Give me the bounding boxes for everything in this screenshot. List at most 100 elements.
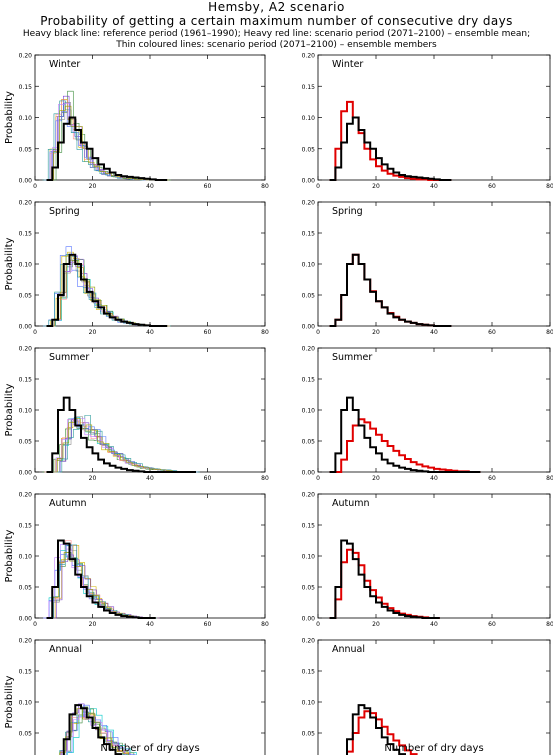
x-tick-label-summer-left: 40 — [146, 475, 154, 482]
season-label-winter-left: Winter — [49, 59, 80, 70]
y-tick-label-spring-left: 0.00 — [19, 324, 33, 331]
reference-line-autumn-right — [329, 539, 440, 619]
scenario-mean-line-annual-right — [346, 710, 418, 755]
season-label-winter-right: Winter — [332, 59, 363, 70]
y-tick-label-winter-right: 0.20 — [302, 53, 316, 60]
y-tick-label-spring-left: 0.15 — [19, 231, 33, 238]
y-tick-label-annual-left: 0.10 — [19, 700, 33, 707]
season-label-spring-left: Spring — [49, 206, 80, 217]
x-axis-label-left: Number of dry days — [100, 743, 199, 754]
y-tick-label-spring-right: 0.05 — [302, 293, 316, 300]
x-tick-label-spring-left: 60 — [204, 329, 212, 336]
y-tick-label-annual-right: 0.10 — [302, 700, 316, 707]
y-tick-label-summer-right: 0.20 — [302, 346, 316, 353]
x-tick-label-summer-right: 80 — [546, 475, 553, 482]
x-tick-label-spring-left: 80 — [261, 329, 269, 336]
y-tick-label-annual-left: 0.15 — [19, 669, 33, 676]
x-tick-label-autumn-right: 0 — [316, 621, 320, 628]
ensemble-member-line-annual-left — [60, 715, 130, 755]
legend-line-1: Heavy black line: reference period (1961… — [22, 29, 531, 39]
y-axis-label: Probability — [4, 91, 15, 144]
y-tick-label-spring-left: 0.20 — [19, 200, 33, 207]
x-tick-label-summer-right: 60 — [488, 475, 496, 482]
x-tick-label-spring-right: 0 — [316, 329, 320, 336]
reference-line-summer-left — [46, 396, 196, 473]
x-tick-label-summer-left: 20 — [89, 475, 97, 482]
scenario-mean-line-summer-right — [329, 418, 481, 473]
x-tick-label-autumn-right: 40 — [430, 621, 438, 628]
x-tick-label-spring-left: 40 — [146, 329, 154, 336]
y-tick-label-autumn-left: 0.05 — [19, 585, 33, 592]
y-tick-label-autumn-right: 0.05 — [302, 585, 316, 592]
x-tick-label-winter-right: 20 — [372, 183, 380, 190]
x-tick-label-summer-right: 40 — [430, 475, 438, 482]
season-label-summer-left: Summer — [49, 352, 89, 363]
reference-line-spring-left — [46, 253, 168, 327]
x-tick-label-autumn-right: 80 — [546, 621, 553, 628]
y-axis-label: Probability — [4, 529, 15, 582]
x-tick-label-autumn-left: 60 — [204, 621, 212, 628]
y-tick-label-summer-right: 0.00 — [302, 470, 316, 477]
y-tick-label-winter-left: 0.00 — [19, 178, 33, 185]
season-label-spring-right: Spring — [332, 206, 363, 217]
x-tick-label-spring-left: 0 — [33, 329, 37, 336]
x-tick-label-autumn-left: 40 — [146, 621, 154, 628]
y-tick-label-autumn-right: 0.00 — [302, 616, 316, 623]
season-label-annual-right: Annual — [332, 644, 365, 655]
y-axis-label: Probability — [4, 237, 15, 290]
x-tick-label-autumn-left: 80 — [261, 621, 269, 628]
x-tick-label-winter-left: 40 — [146, 183, 154, 190]
y-tick-label-annual-left: 0.05 — [19, 731, 33, 738]
x-tick-label-spring-right: 60 — [488, 329, 496, 336]
ensemble-member-line-summer-left — [44, 418, 195, 473]
season-label-annual-left: Annual — [49, 644, 82, 655]
x-tick-label-summer-right: 20 — [372, 475, 380, 482]
y-tick-label-autumn-right: 0.10 — [302, 554, 316, 561]
y-tick-label-annual-right: 0.15 — [302, 669, 316, 676]
x-tick-label-autumn-right: 60 — [488, 621, 496, 628]
y-tick-label-spring-right: 0.10 — [302, 262, 316, 269]
y-axis-label: Probability — [4, 383, 15, 436]
y-tick-label-spring-left: 0.10 — [19, 262, 33, 269]
y-tick-label-summer-left: 0.15 — [19, 377, 33, 384]
y-tick-label-autumn-right: 0.15 — [302, 523, 316, 530]
y-tick-label-winter-right: 0.15 — [302, 84, 316, 91]
reference-line-summer-right — [329, 396, 481, 473]
y-tick-label-spring-right: 0.00 — [302, 324, 316, 331]
y-tick-label-winter-left: 0.05 — [19, 146, 33, 153]
y-tick-label-winter-right: 0.05 — [302, 146, 316, 153]
x-tick-label-autumn-left: 0 — [33, 621, 37, 628]
y-tick-label-winter-right: 0.10 — [302, 115, 316, 122]
season-label-autumn-left: Autumn — [49, 498, 87, 509]
reference-line-autumn-left — [46, 539, 156, 619]
ensemble-member-line-winter-left — [42, 100, 164, 181]
x-tick-label-winter-left: 60 — [204, 183, 212, 190]
y-tick-label-summer-left: 0.10 — [19, 408, 33, 415]
y-tick-label-winter-left: 0.20 — [19, 53, 33, 60]
y-tick-label-summer-right: 0.10 — [302, 408, 316, 415]
x-tick-label-spring-right: 40 — [430, 329, 438, 336]
x-tick-label-winter-left: 0 — [33, 183, 37, 190]
x-tick-label-winter-right: 0 — [316, 183, 320, 190]
y-tick-label-annual-right: 0.05 — [302, 731, 316, 738]
page-subtitle: Probability of getting a certain maximum… — [40, 14, 513, 28]
y-tick-label-autumn-left: 0.00 — [19, 616, 33, 623]
x-tick-label-winter-left: 20 — [89, 183, 97, 190]
ensemble-member-line-spring-left — [44, 251, 166, 327]
x-tick-label-winter-right: 40 — [430, 183, 438, 190]
y-tick-label-winter-right: 0.00 — [302, 178, 316, 185]
y-axis-label: Probability — [4, 675, 15, 728]
x-tick-label-summer-left: 60 — [204, 475, 212, 482]
scenario-mean-line-winter-right — [329, 100, 452, 181]
y-tick-label-winter-left: 0.15 — [19, 84, 33, 91]
y-tick-label-summer-left: 0.00 — [19, 470, 33, 477]
ensemble-member-line-winter-left — [50, 90, 172, 181]
x-tick-label-autumn-left: 20 — [89, 621, 97, 628]
reference-line-winter-left — [46, 116, 168, 181]
reference-line-annual-left — [62, 704, 123, 755]
y-tick-label-summer-right: 0.15 — [302, 377, 316, 384]
y-tick-label-autumn-left: 0.10 — [19, 554, 33, 561]
season-label-autumn-right: Autumn — [332, 498, 370, 509]
x-tick-label-autumn-right: 20 — [372, 621, 380, 628]
